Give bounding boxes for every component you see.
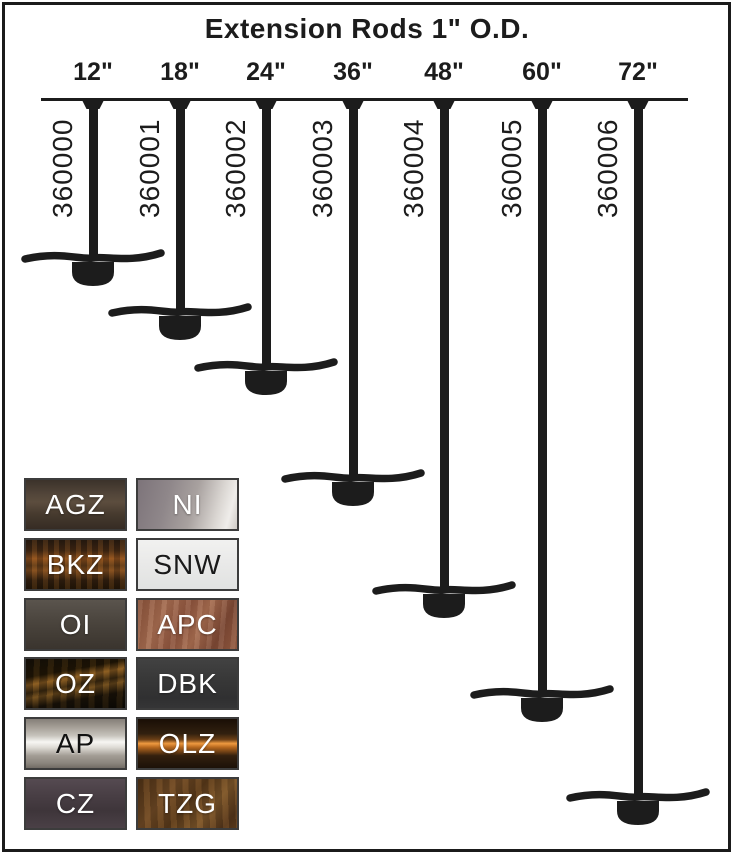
rod-size-label: 72" [618,58,658,86]
rod-size-label: 18" [160,58,200,86]
rod-size-label: 60" [522,58,562,86]
finish-swatch-oi: OI [24,598,127,651]
extension-rod [262,100,271,364]
extension-rod [176,100,185,309]
finish-swatch-apc: APC [136,598,239,651]
finish-swatch-olz: OLZ [136,717,239,770]
ceiling-mount-line [41,98,688,101]
finish-code: AGZ [45,488,106,520]
extension-rod [440,100,449,587]
finish-swatch-agz: AGZ [24,478,127,531]
extension-rod [538,100,547,691]
extension-rod [634,100,643,794]
finish-code: OI [59,608,92,640]
ceiling-fan-icon [191,354,341,400]
part-number-label: 360002 [220,118,251,218]
finish-code: TZG [158,787,217,819]
finish-swatch-tzg: TZG [136,777,239,830]
ceiling-fan-icon [18,245,168,291]
part-number-label: 360005 [496,118,527,218]
extension-rod [349,100,358,475]
finish-code: DBK [157,667,218,699]
part-number-label: 360000 [47,118,78,218]
ceiling-fan-icon [278,465,428,511]
finish-code: OLZ [158,727,217,759]
finish-code: CZ [55,787,96,819]
finish-code: NI [172,488,203,520]
finish-code: AP [55,727,96,759]
finish-swatch-snw: SNW [136,538,239,591]
finish-swatch-ni: NI [136,478,239,531]
finish-code: SNW [153,548,222,580]
extension-rod [89,100,98,255]
rod-size-label: 48" [424,58,464,86]
finish-code: APC [157,608,218,640]
part-number-label: 360003 [307,118,338,218]
finish-swatch-cz: CZ [24,777,127,830]
finish-code: OZ [55,667,96,699]
part-number-label: 360004 [398,118,429,218]
finish-code: BKZ [46,548,105,580]
finish-swatch-oz: OZ [24,657,127,710]
rod-size-label: 24" [246,58,286,86]
ceiling-fan-icon [105,299,255,345]
finish-swatch-dbk: DBK [136,657,239,710]
finish-swatch-bkz: BKZ [24,538,127,591]
finish-swatch-ap: AP [24,717,127,770]
ceiling-fan-icon [563,784,713,830]
part-number-label: 360001 [134,118,165,218]
ceiling-fan-icon [467,681,617,727]
rod-size-label: 36" [333,58,373,86]
part-number-label: 360006 [592,118,623,218]
ceiling-fan-icon [369,577,519,623]
page-title: Extension Rods 1" O.D. [204,13,530,44]
rod-size-label: 12" [73,58,113,86]
